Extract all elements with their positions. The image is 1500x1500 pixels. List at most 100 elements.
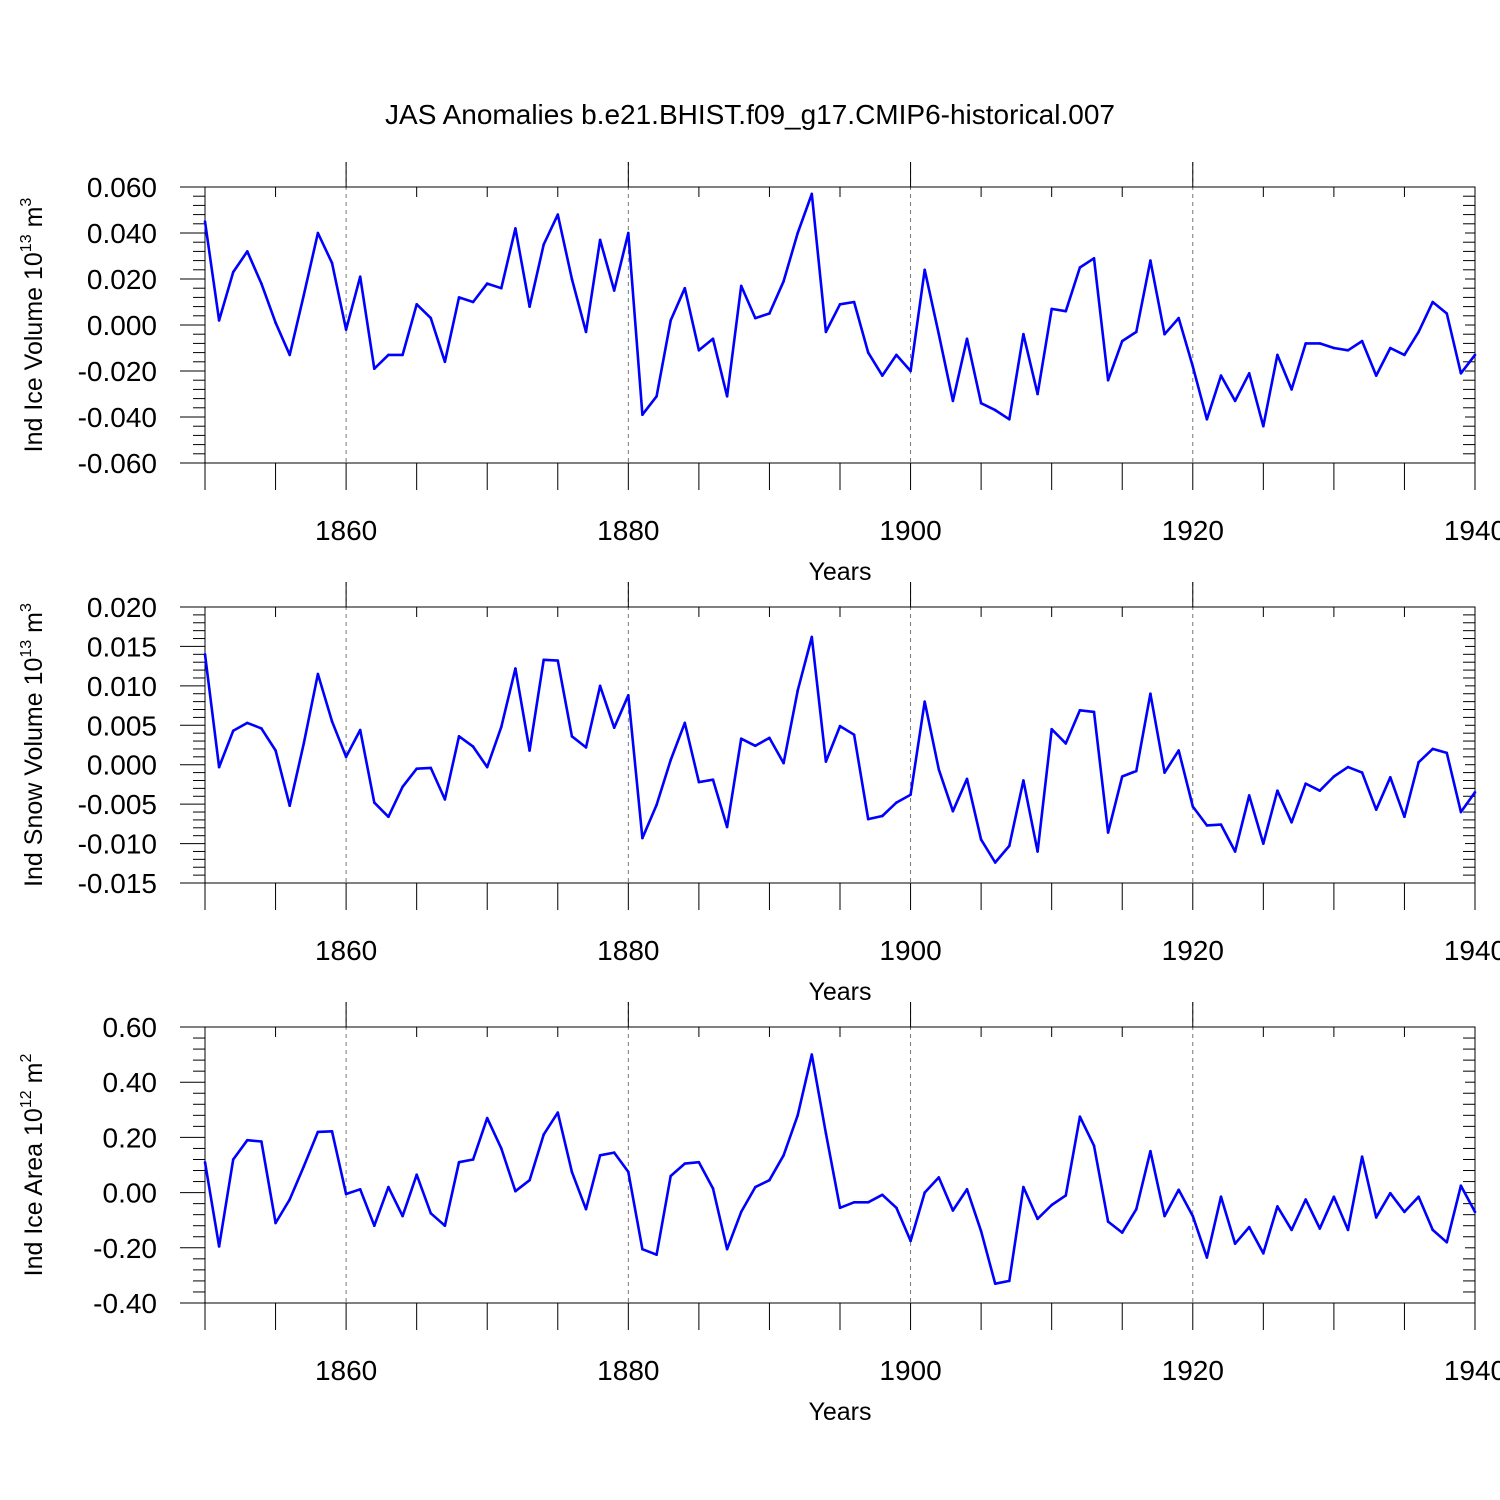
data-point xyxy=(1008,418,1011,421)
data-point xyxy=(1459,1184,1463,1187)
data-point xyxy=(1318,789,1322,793)
data-point xyxy=(796,1114,799,1117)
data-point xyxy=(443,798,447,801)
data-point xyxy=(316,1130,320,1134)
data-point xyxy=(909,793,912,796)
data-point xyxy=(725,825,729,829)
data-point xyxy=(895,801,898,804)
y-axis-label-main: Ind Ice Area 10 xyxy=(20,1108,48,1276)
y-axis-label-unit: m xyxy=(20,1063,48,1084)
data-point xyxy=(979,401,983,405)
data-point xyxy=(358,1187,362,1191)
data-point xyxy=(1078,266,1082,269)
data-point xyxy=(923,268,926,272)
data-point xyxy=(1135,330,1138,334)
data-point xyxy=(1050,1203,1053,1207)
data-point xyxy=(1191,1214,1195,1218)
data-point xyxy=(1177,316,1180,320)
data-point xyxy=(302,1165,306,1168)
data-point xyxy=(725,1247,729,1251)
data-point xyxy=(1304,782,1307,785)
data-point xyxy=(231,270,235,274)
data-point xyxy=(429,316,433,320)
data-point xyxy=(697,349,701,352)
data-point xyxy=(655,803,658,807)
y-tick-label: -0.015 xyxy=(78,868,157,899)
data-point xyxy=(1036,392,1039,396)
data-point xyxy=(1022,1185,1025,1189)
data-point xyxy=(881,1193,884,1197)
data-point xyxy=(1177,1188,1180,1192)
data-point xyxy=(1233,850,1237,853)
data-point xyxy=(1459,372,1463,375)
data-point xyxy=(1290,820,1293,824)
data-point xyxy=(584,330,588,334)
data-point xyxy=(387,353,390,357)
y-tick-label: 0.060 xyxy=(87,172,157,203)
data-point xyxy=(669,758,672,762)
data-point xyxy=(344,328,348,331)
data-point xyxy=(1106,831,1110,834)
x-tick-label: 1900 xyxy=(879,515,941,546)
data-point xyxy=(1219,1195,1223,1199)
data-point xyxy=(1346,1228,1350,1232)
data-point xyxy=(951,399,955,403)
data-point xyxy=(937,1176,941,1179)
data-point xyxy=(725,395,729,398)
data-point xyxy=(1459,810,1463,814)
data-point xyxy=(556,213,560,216)
data-point xyxy=(810,635,814,639)
data-point xyxy=(852,300,856,304)
data-point xyxy=(1332,346,1336,350)
data-point xyxy=(1304,1198,1307,1201)
data-point xyxy=(1473,791,1477,794)
data-point xyxy=(1022,779,1025,782)
y-tick-label: 0.015 xyxy=(87,631,157,662)
data-point xyxy=(246,721,249,725)
y-axis-label-main: Ind Snow Volume 10 xyxy=(20,658,48,887)
data-point xyxy=(485,1116,489,1120)
data-point xyxy=(1389,1191,1392,1195)
data-point xyxy=(429,766,433,770)
data-point xyxy=(1431,1228,1434,1232)
data-point xyxy=(838,1206,842,1210)
x-tick-label: 1920 xyxy=(1162,935,1224,966)
data-point xyxy=(1360,1155,1364,1159)
data-point xyxy=(1374,808,1378,811)
data-point xyxy=(1177,749,1180,752)
data-point xyxy=(1191,365,1195,368)
data-point xyxy=(598,684,602,688)
data-point xyxy=(627,1170,630,1174)
data-point xyxy=(739,284,743,288)
data-point xyxy=(796,689,799,692)
data-point xyxy=(697,1160,701,1164)
data-point xyxy=(739,1210,743,1214)
data-point xyxy=(1276,353,1279,357)
data-point xyxy=(260,282,263,285)
data-point xyxy=(824,1131,828,1135)
y-tick-label: 0.005 xyxy=(87,710,157,741)
data-point xyxy=(217,319,221,322)
data-point xyxy=(514,667,517,670)
data-point xyxy=(669,1174,672,1178)
data-point xyxy=(655,395,658,398)
data-point xyxy=(1219,823,1223,826)
x-axis-label: Years xyxy=(808,978,871,1006)
data-point xyxy=(514,227,517,230)
data-point xyxy=(556,1111,560,1114)
data-point xyxy=(584,1207,588,1211)
data-point xyxy=(627,231,630,235)
data-point xyxy=(655,1253,658,1256)
data-point xyxy=(1050,727,1053,731)
data-point xyxy=(1106,1220,1110,1223)
data-point xyxy=(1092,257,1096,260)
data-point xyxy=(993,408,997,412)
data-point xyxy=(514,1189,517,1193)
data-point xyxy=(457,735,461,738)
data-point xyxy=(1163,771,1166,774)
data-point xyxy=(1205,418,1209,421)
plot-frame xyxy=(204,606,1476,884)
data-point xyxy=(387,1185,390,1189)
y-axis-label-exponent: 13 xyxy=(18,234,35,252)
data-point xyxy=(260,727,263,730)
